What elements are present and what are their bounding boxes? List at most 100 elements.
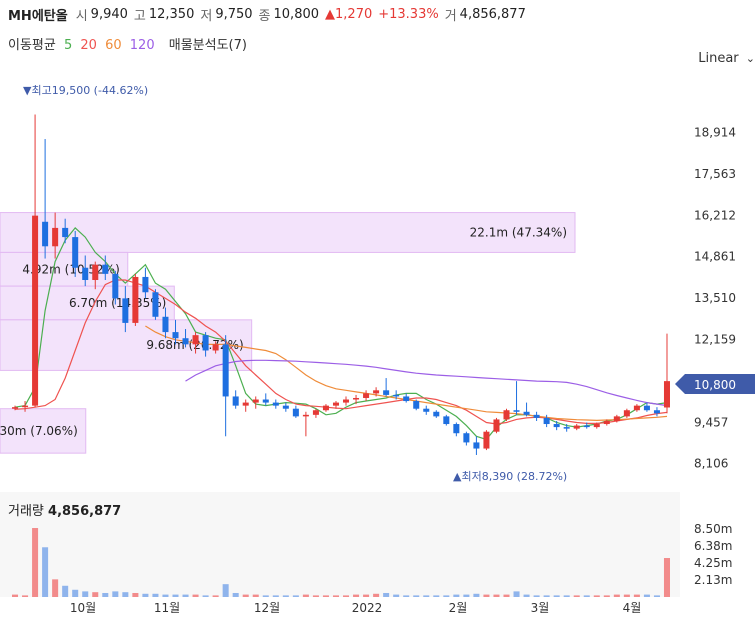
volume-bar bbox=[593, 595, 600, 597]
time-axis: 10월 11월 12월 2022 2월 3월 4월 bbox=[70, 601, 642, 615]
volume-bar bbox=[363, 594, 370, 597]
candle-body bbox=[312, 410, 319, 415]
candle-body bbox=[192, 335, 199, 345]
ma60-label: 60 bbox=[105, 38, 122, 53]
volume-bar bbox=[613, 594, 620, 597]
volume-value: 4,856,877 bbox=[459, 6, 526, 22]
close-value: 10,800 bbox=[273, 6, 320, 22]
volume-bars bbox=[12, 528, 670, 597]
candle-body bbox=[503, 410, 510, 420]
volume-bar bbox=[463, 594, 470, 597]
volume-bar bbox=[573, 595, 580, 597]
volume-bar bbox=[503, 594, 510, 597]
candle-body bbox=[102, 264, 109, 274]
current-price-value: 10,800 bbox=[694, 378, 736, 392]
candle-body bbox=[72, 237, 79, 268]
candle-body bbox=[172, 332, 179, 339]
volume-bar bbox=[12, 594, 19, 597]
candle-body bbox=[613, 416, 620, 421]
volume-bar bbox=[603, 595, 610, 597]
volume-bar bbox=[42, 547, 49, 597]
volume-bar bbox=[563, 595, 570, 597]
candle-body bbox=[262, 399, 269, 403]
volume-bar bbox=[423, 595, 430, 597]
volume-bar bbox=[192, 594, 199, 597]
volume-bar bbox=[312, 595, 319, 597]
candle-body bbox=[343, 399, 350, 403]
volume-profile-label: 3.30m (7.06%) bbox=[0, 424, 78, 438]
volume-bar bbox=[533, 595, 540, 597]
price-tick-label: 14,861 bbox=[694, 250, 736, 264]
volume-bar bbox=[252, 594, 259, 597]
candle-body bbox=[603, 420, 610, 425]
volume-bar bbox=[633, 594, 640, 597]
volume-bar bbox=[653, 595, 660, 597]
volume-bar bbox=[112, 591, 119, 597]
volume-bar bbox=[262, 595, 269, 597]
low-value: 9,750 bbox=[215, 6, 253, 22]
candle-body bbox=[42, 221, 49, 247]
change-value: ▲1,270 bbox=[325, 6, 373, 22]
volume-bar bbox=[92, 592, 99, 597]
volume-bar bbox=[172, 594, 179, 597]
time-tick-label: 11월 bbox=[154, 601, 180, 615]
low-annotation: ▲최저8,390 (28.72%) bbox=[453, 470, 567, 483]
volume-bar bbox=[643, 594, 650, 597]
volume-label: 거 bbox=[444, 8, 457, 24]
candle-body bbox=[523, 411, 530, 415]
time-tick-label: 4월 bbox=[623, 601, 642, 615]
candle-body bbox=[443, 416, 450, 425]
volume-bar bbox=[443, 595, 450, 597]
volume-bar bbox=[212, 595, 219, 597]
volume-tick-label: 6.38m bbox=[694, 539, 732, 553]
time-tick-label: 2022 bbox=[352, 601, 383, 615]
volume-bar bbox=[403, 595, 410, 597]
indicator-legend[interactable]: 이동평균 5 20 60 120 매물분석도(7) bbox=[8, 34, 251, 53]
candle-body bbox=[282, 405, 289, 409]
candle-body bbox=[413, 401, 420, 409]
current-price-badge: 10,800 bbox=[675, 374, 755, 394]
price-tick-label: 8,106 bbox=[694, 457, 728, 471]
volume-title: 거래량 4,856,877 bbox=[8, 500, 121, 519]
candle-body bbox=[162, 316, 169, 333]
volume-bar bbox=[232, 592, 239, 597]
candle-body bbox=[222, 344, 229, 397]
candle-body bbox=[302, 414, 309, 417]
candles bbox=[12, 114, 670, 455]
candle-body bbox=[52, 227, 59, 247]
candle-body bbox=[403, 396, 410, 402]
candle-body bbox=[623, 410, 630, 417]
volume-profile-label: 22.1m (47.34%) bbox=[470, 226, 567, 240]
volume-bar bbox=[373, 593, 380, 597]
candle-body bbox=[423, 408, 430, 412]
volume-bar bbox=[272, 595, 279, 597]
volume-bar bbox=[663, 558, 670, 597]
high-annotation: ▼최고19,500 (-44.62%) bbox=[23, 84, 148, 97]
candle-body bbox=[433, 411, 440, 417]
candle-body bbox=[292, 408, 299, 417]
volume-bar bbox=[623, 594, 630, 597]
volume-bar bbox=[82, 591, 89, 597]
open-value: 9,940 bbox=[90, 6, 128, 22]
scale-select[interactable]: Linear ⌄ bbox=[698, 51, 755, 66]
candle-body bbox=[553, 424, 560, 428]
candle-body bbox=[112, 273, 119, 299]
candle-body bbox=[242, 402, 249, 406]
scale-label: Linear bbox=[698, 51, 739, 66]
candle-body bbox=[82, 267, 89, 280]
volume-bar bbox=[353, 594, 360, 597]
volume-bar bbox=[523, 594, 530, 597]
volume-bar bbox=[142, 593, 149, 597]
candle-body bbox=[12, 407, 19, 409]
candle-body bbox=[92, 264, 99, 280]
volume-bar bbox=[513, 591, 520, 597]
volume-bar bbox=[493, 594, 500, 597]
ma-line-5 bbox=[14, 227, 668, 441]
candle-body bbox=[593, 424, 600, 428]
candle-body bbox=[513, 410, 520, 412]
candle-body bbox=[332, 402, 339, 406]
volume-bar bbox=[182, 594, 189, 597]
time-tick-label: 2월 bbox=[449, 601, 468, 615]
candle-body bbox=[363, 393, 370, 398]
